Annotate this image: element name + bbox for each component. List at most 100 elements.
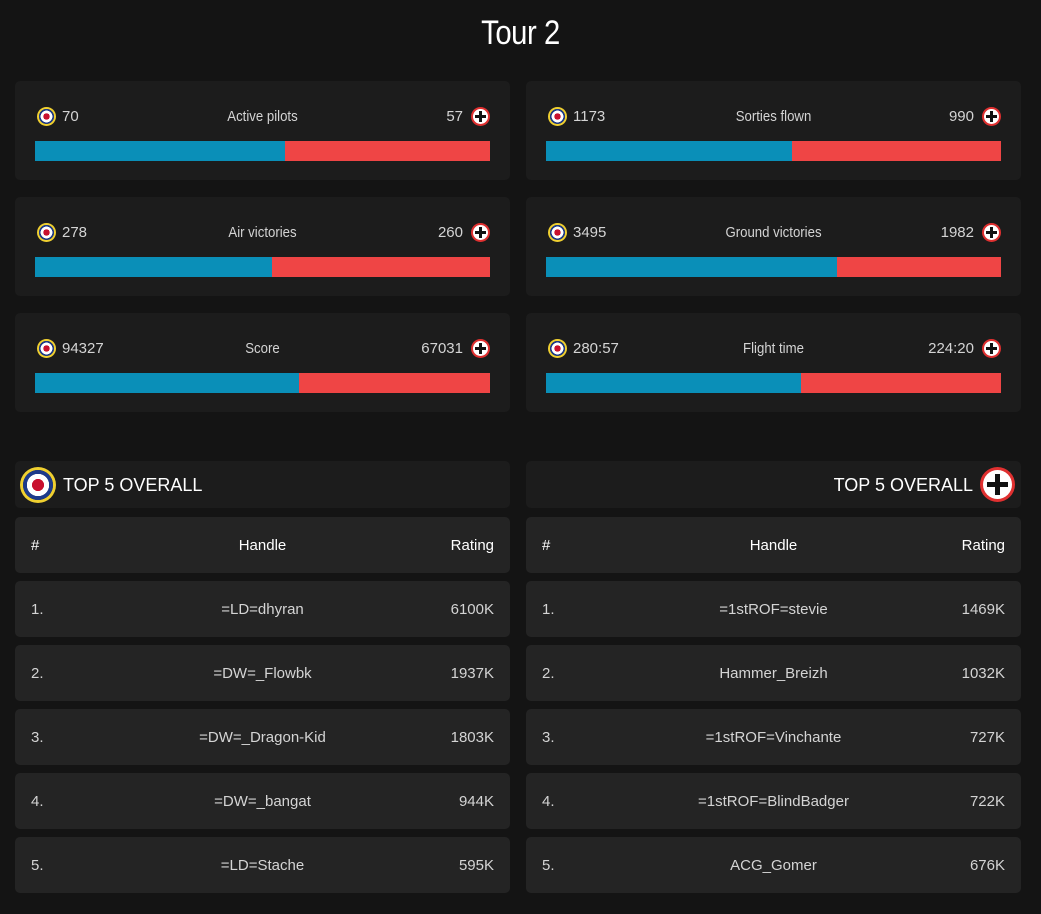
table-row[interactable]: 1. =LD=dhyran 6100K — [15, 581, 510, 637]
balkenkreuz-icon — [473, 109, 488, 124]
raf-roundel-icon — [550, 341, 565, 356]
rating-column-header: Rating — [450, 537, 494, 554]
axis-value: 67031 — [421, 340, 463, 357]
axis-value: 224:20 — [928, 340, 974, 357]
axis-value: 990 — [948, 108, 974, 125]
stat-card-flight-time: 280:57 Flight time 224:20 — [526, 313, 1021, 412]
rank-cell: 3. — [31, 729, 44, 746]
allies-value: 70 — [62, 108, 79, 125]
balkenkreuz-icon — [983, 470, 1012, 499]
table-row[interactable]: 1. =1stROF=stevie 1469K — [526, 581, 1021, 637]
allies-bar-fill — [35, 373, 299, 393]
axis-bar-fill — [271, 257, 490, 277]
rank-column-header: # — [31, 537, 40, 554]
table-row[interactable]: 3. =DW=_Dragon-Kid 1803K — [15, 709, 510, 765]
axis-value: 57 — [446, 108, 463, 125]
rating-cell: 1469K — [961, 601, 1005, 618]
rating-cell: 1803K — [450, 729, 494, 746]
raf-roundel-icon — [550, 109, 565, 124]
rating-cell: 595K — [458, 857, 494, 874]
table-row[interactable]: 2. Hammer_Breizh 1032K — [526, 645, 1021, 701]
balkenkreuz-icon — [984, 109, 999, 124]
table-row[interactable]: 2. =DW=_Flowbk 1937K — [15, 645, 510, 701]
stat-label: Ground victories — [725, 224, 822, 241]
handle-cell[interactable]: =1stROF=BlindBadger — [698, 793, 849, 810]
rank-cell: 4. — [31, 793, 44, 810]
comparison-bar — [546, 257, 1001, 277]
rating-cell: 1032K — [961, 665, 1005, 682]
handle-cell[interactable]: Hammer_Breizh — [719, 665, 828, 682]
rank-cell: 4. — [542, 793, 555, 810]
rank-cell: 3. — [542, 729, 555, 746]
table-row[interactable]: 4. =DW=_bangat 944K — [15, 773, 510, 829]
stat-label: Air victories — [228, 224, 297, 241]
stat-label: Score — [245, 340, 280, 357]
allies-top5-header: TOP 5 OVERALL — [15, 461, 510, 508]
balkenkreuz-icon — [984, 341, 999, 356]
rank-cell: 5. — [542, 857, 555, 874]
allies-value: 94327 — [62, 340, 104, 357]
rating-cell: 727K — [969, 729, 1005, 746]
allies-top5-title: TOP 5 OVERALL — [63, 475, 203, 495]
rating-cell: 944K — [458, 793, 494, 810]
rating-cell: 1937K — [450, 665, 494, 682]
axis-bar-fill — [285, 141, 490, 161]
allies-value: 280:57 — [573, 340, 619, 357]
handle-cell[interactable]: =DW=_bangat — [214, 793, 311, 810]
rank-cell: 2. — [542, 665, 555, 682]
stat-card-air-victories: 278 Air victories 260 — [15, 197, 510, 296]
stat-card-sorties-flown: 1173 Sorties flown 990 — [526, 81, 1021, 180]
rating-cell: 676K — [969, 857, 1005, 874]
axis-bar-fill — [800, 373, 1001, 393]
rank-column-header: # — [542, 537, 551, 554]
allies-value: 1173 — [573, 108, 606, 125]
raf-roundel-icon — [39, 225, 54, 240]
raf-roundel-icon — [23, 470, 53, 500]
stat-label: Sorties flown — [735, 108, 812, 125]
allies-value: 3495 — [573, 224, 607, 241]
allies-bar-fill — [546, 373, 801, 393]
balkenkreuz-icon — [473, 225, 488, 240]
axis-bar-fill — [298, 373, 490, 393]
table-row[interactable]: 5. ACG_Gomer 676K — [526, 837, 1021, 893]
allies-table-header: # Handle Rating — [15, 517, 510, 573]
table-row[interactable]: 3. =1stROF=Vinchante 727K — [526, 709, 1021, 765]
stat-label: Active pilots — [227, 108, 298, 125]
rating-column-header: Rating — [961, 537, 1005, 554]
handle-cell[interactable]: =LD=dhyran — [221, 601, 304, 618]
allies-bar-fill — [35, 257, 272, 277]
handle-cell[interactable]: =DW=_Dragon-Kid — [199, 729, 326, 746]
allies-bar-fill — [35, 141, 286, 161]
handle-column-header: Handle — [238, 537, 287, 554]
raf-roundel-icon — [39, 341, 54, 356]
raf-roundel-icon — [39, 109, 54, 124]
table-row[interactable]: 5. =LD=Stache 595K — [15, 837, 510, 893]
rating-cell: 6100K — [450, 601, 494, 618]
balkenkreuz-icon — [984, 225, 999, 240]
comparison-bar — [35, 141, 490, 161]
rank-cell: 2. — [31, 665, 44, 682]
rating-cell: 722K — [969, 793, 1005, 810]
allies-value: 278 — [62, 224, 88, 241]
allies-bar-fill — [546, 141, 792, 161]
stat-card-score: 94327 Score 67031 — [15, 313, 510, 412]
raf-roundel-icon — [550, 225, 565, 240]
comparison-bar — [546, 141, 1001, 161]
rank-cell: 5. — [31, 857, 44, 874]
axis-top5-title: TOP 5 OVERALL — [833, 475, 973, 495]
comparison-bar — [35, 373, 490, 393]
handle-column-header: Handle — [749, 537, 798, 554]
axis-table-header: # Handle Rating — [526, 517, 1021, 573]
axis-value: 260 — [437, 224, 463, 241]
handle-cell[interactable]: =LD=Stache — [220, 857, 305, 874]
handle-cell[interactable]: =1stROF=stevie — [719, 601, 828, 618]
axis-bar-fill — [837, 257, 1001, 277]
stat-label: Flight time — [743, 340, 804, 357]
handle-cell[interactable]: =1stROF=Vinchante — [705, 729, 842, 746]
table-row[interactable]: 4. =1stROF=BlindBadger 722K — [526, 773, 1021, 829]
handle-cell[interactable]: =DW=_Flowbk — [213, 665, 312, 682]
rank-cell: 1. — [542, 601, 555, 618]
axis-value: 1982 — [940, 224, 974, 241]
stat-card-active-pilots: 70 Active pilots 57 — [15, 81, 510, 180]
handle-cell[interactable]: ACG_Gomer — [730, 857, 817, 874]
